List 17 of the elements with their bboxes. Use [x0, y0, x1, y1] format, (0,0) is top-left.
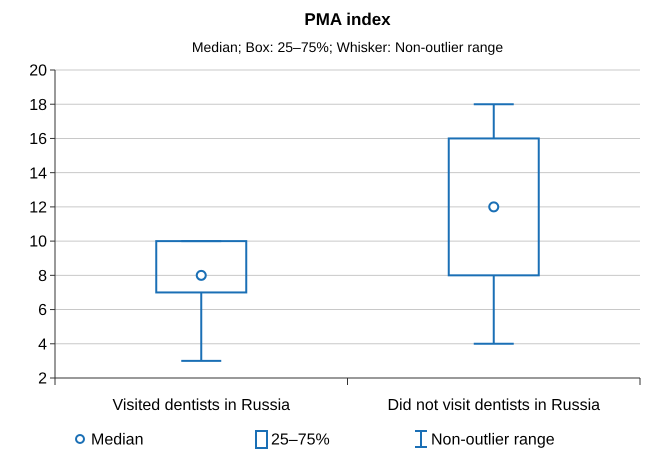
y-tick-label: 8: [38, 268, 48, 285]
text: Median: [91, 432, 144, 449]
x-tick-label: Visited dentists in Russia: [112, 397, 290, 414]
y-tick-label: 2: [38, 370, 48, 388]
x-tick-label: Did not visit dentists in Russia: [387, 397, 600, 414]
y-tick-label: 12: [29, 199, 48, 216]
y-tick-label: 14: [29, 165, 48, 182]
y-tick-label: 10: [29, 234, 48, 251]
y-tick-label: 4: [38, 336, 48, 354]
chart-title: PMA index: [304, 10, 392, 29]
y-tick-label: 20: [29, 62, 48, 80]
y-tick-label: 6: [38, 302, 48, 320]
chart-subtitle: Median; Box: 25–75%; Whisker: Non-outlier range: [192, 39, 504, 55]
y-tick-label: 18: [29, 96, 48, 114]
text: Non-outlier range: [431, 432, 555, 449]
y-tick-label: 16: [29, 131, 48, 148]
text: 25–75%: [271, 432, 330, 449]
